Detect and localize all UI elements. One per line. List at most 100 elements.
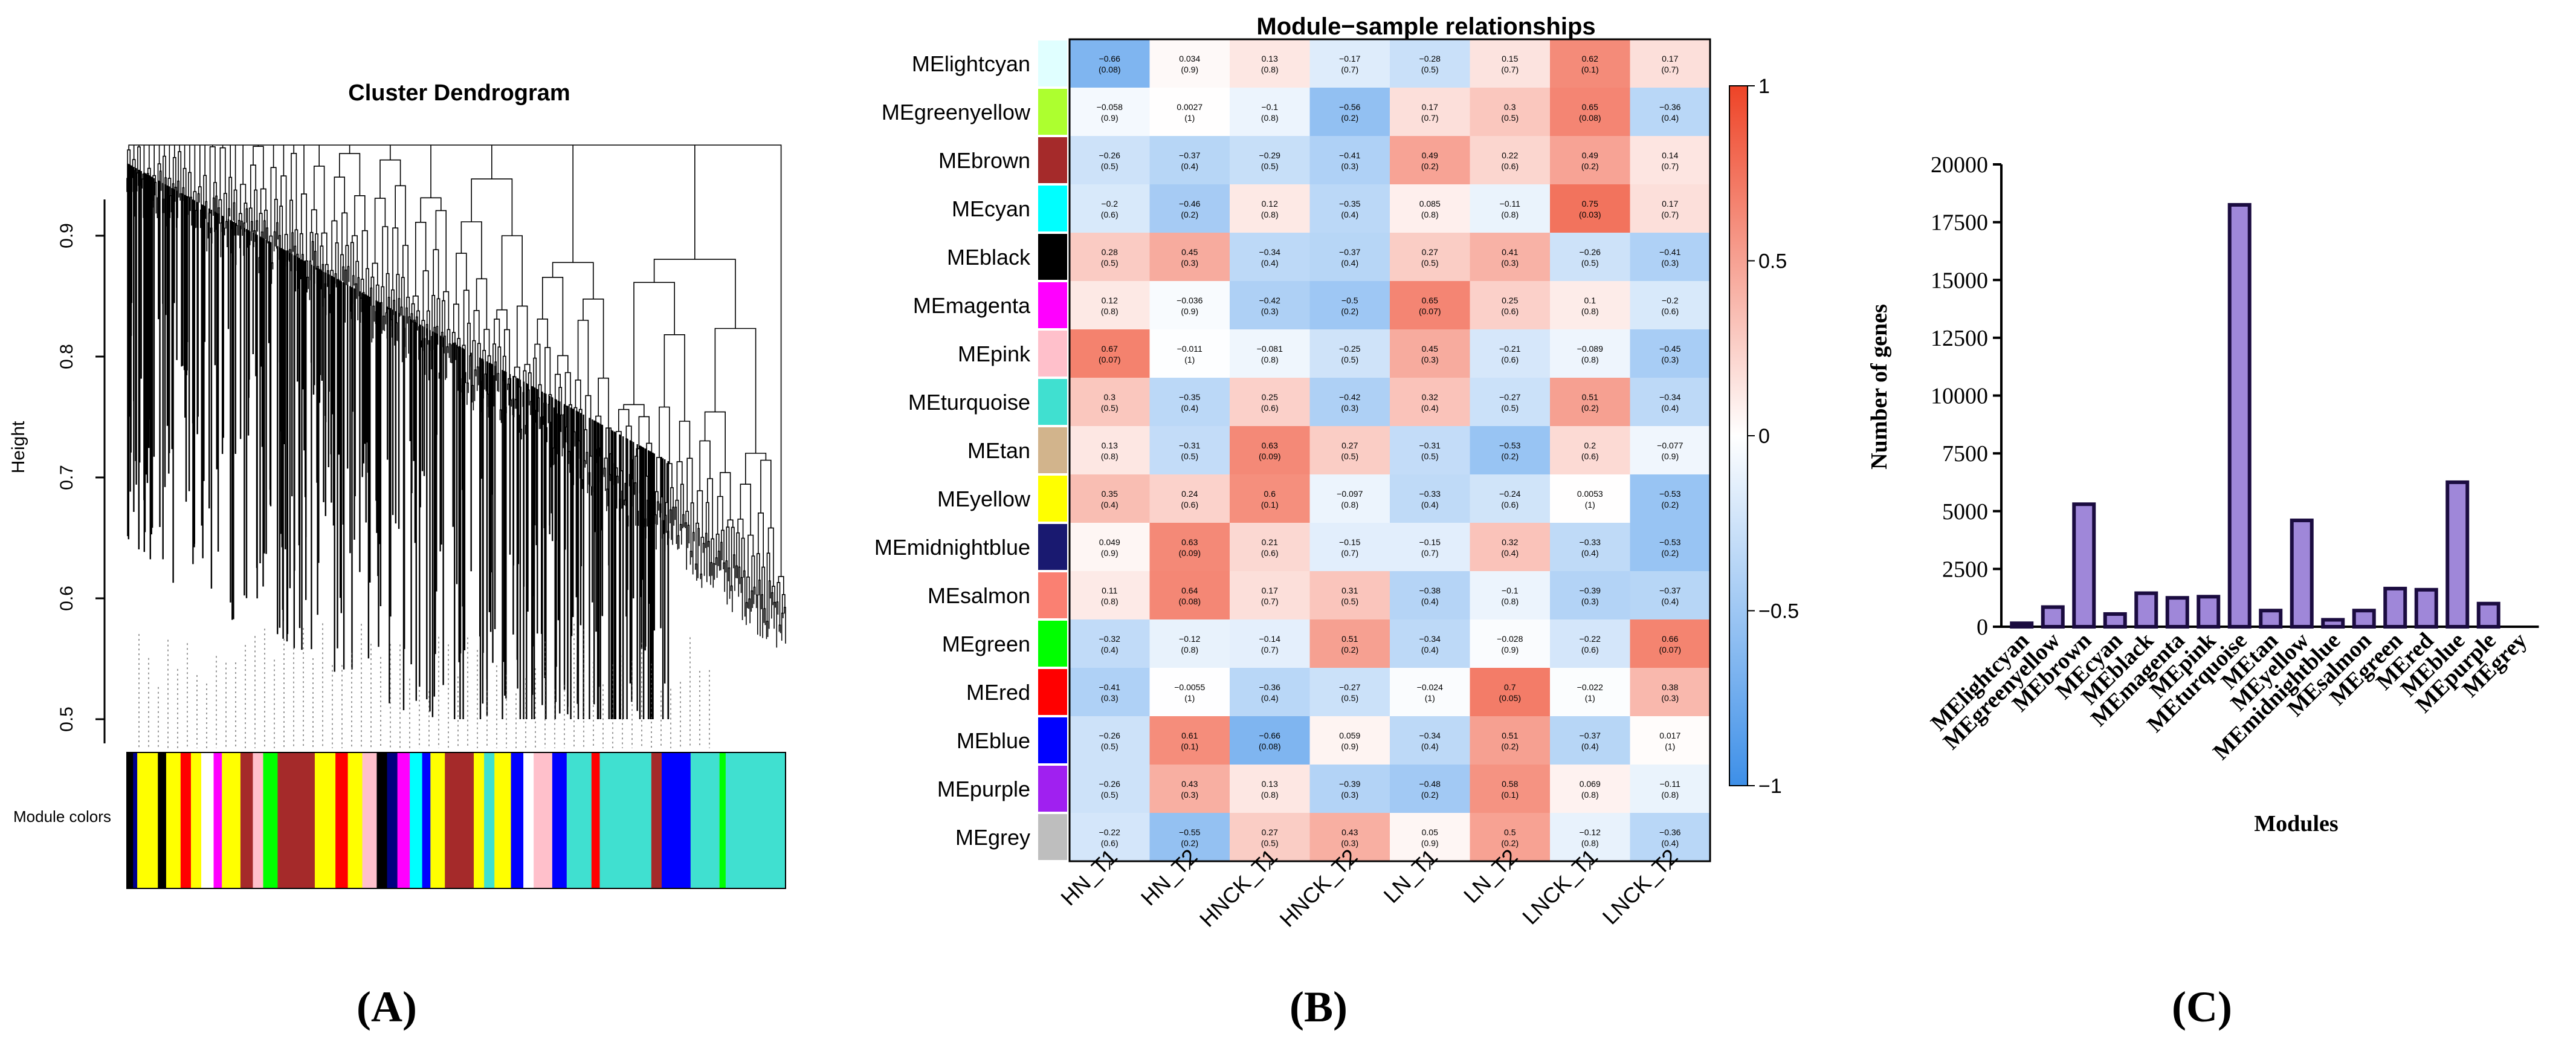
module-color-segment (180, 752, 192, 888)
heatmap-cell (1470, 88, 1551, 137)
heatmap-cell (1470, 523, 1551, 572)
module-color-segment (213, 752, 222, 888)
panel-letter-b: (B) (1290, 983, 1348, 1031)
heatmap-cell-value: 0.5 (1504, 827, 1516, 837)
bar (2197, 595, 2221, 629)
dendrogram-y-tick-label: 0.8 (57, 344, 77, 369)
heatmap-cell (1230, 426, 1310, 475)
heatmap-cell-value: 0.13 (1262, 54, 1278, 63)
heatmap-cell-pvalue: (0.5) (1341, 693, 1358, 703)
heatmap-cell (1070, 474, 1150, 523)
heatmap-cell-pvalue: (0.4) (1421, 597, 1439, 606)
heatmap-cell (1390, 233, 1470, 282)
heatmap-cell-pvalue: (0.2) (1421, 161, 1439, 171)
heatmap-cell-pvalue: (0.4) (1421, 645, 1439, 655)
heatmap-cell-pvalue: (0.6) (1181, 500, 1198, 509)
heatmap-cell (1149, 426, 1230, 475)
heatmap-cell-pvalue: (0.2) (1501, 838, 1519, 848)
heatmap-cell (1309, 571, 1390, 620)
module-color-segment (376, 752, 388, 888)
heatmap-cell-pvalue: (0.7) (1661, 161, 1679, 171)
heatmap-cell (1309, 39, 1390, 88)
heatmap-cell-value: 0.15 (1502, 54, 1518, 63)
heatmap-cell-value: −0.41 (1339, 150, 1361, 160)
heatmap-cell (1309, 716, 1390, 765)
heatmap-cell-value: −0.27 (1339, 682, 1361, 692)
heatmap-cell-pvalue: (0.3) (1341, 790, 1358, 800)
dendrogram-y-tick-label: 0.6 (57, 586, 77, 611)
heatmap-cell-pvalue: (0.9) (1181, 306, 1198, 316)
heatmap-cell (1070, 571, 1150, 620)
heatmap-cell-value: 0.63 (1262, 441, 1278, 450)
heatmap-cell (1070, 136, 1150, 185)
heatmap-cell (1630, 329, 1711, 378)
heatmap-cell (1070, 619, 1150, 668)
heatmap-cell-pvalue: (0.3) (1341, 403, 1358, 413)
panel-b-heatmap: Module−sample relationships MElightcyan M… (846, 0, 1799, 1051)
heatmap-row-color-swatch (1038, 89, 1067, 135)
heatmap-cell-pvalue: (0.8) (1101, 451, 1119, 461)
heatmap-cell (1230, 765, 1310, 813)
heatmap-row-label: MEtan (967, 438, 1030, 463)
heatmap-cell-value: 0.05 (1422, 827, 1438, 837)
heatmap-cell-pvalue: (0.4) (1501, 548, 1519, 558)
heatmap-cell-value: 0.51 (1502, 731, 1518, 740)
heatmap-row-color-swatch (1038, 186, 1067, 231)
heatmap-cell-pvalue: (0.2) (1501, 742, 1519, 751)
heatmap-cell (1630, 571, 1711, 620)
heatmap-cell-value: −0.31 (1179, 441, 1201, 450)
heatmap-cell-value: 0.63 (1181, 537, 1198, 547)
heatmap-cell (1149, 813, 1230, 862)
heatmap-cell-pvalue: (0.03) (1579, 210, 1601, 219)
heatmap-cell-value: 0.2 (1584, 441, 1596, 450)
heatmap-row-label: MEbrown (938, 148, 1030, 173)
heatmap-cell (1070, 39, 1150, 88)
heatmap-cell-value: −0.15 (1339, 537, 1361, 547)
heatmap-cell-pvalue: (0.4) (1661, 597, 1679, 606)
module-color-segment (494, 752, 512, 888)
heatmap-cell (1630, 765, 1711, 813)
heatmap-cell-value: 0.12 (1102, 296, 1118, 305)
heatmap-cell-value: −0.34 (1419, 634, 1441, 644)
dendrogram-y-tick-label: 0.9 (57, 223, 77, 248)
heatmap-cell-value: 0.069 (1580, 779, 1601, 789)
heatmap-cell-value: 0.51 (1582, 392, 1598, 402)
bar (2476, 601, 2500, 629)
heatmap-row-label: MEpurple (937, 777, 1030, 801)
dendrogram-leaf-dotted-lines (138, 623, 710, 748)
heatmap-cell (1470, 233, 1551, 282)
bar-chart-y-tick-label: 17500 (1931, 210, 1988, 236)
heatmap-cells: −0.66(0.08)0.034(0.9)0.13(0.8)−0.17(0.7)… (1068, 38, 1711, 862)
heatmap-colorbar: 1 0.5 0 −0.5 −1 (1729, 75, 1799, 798)
module-color-segment (534, 752, 553, 888)
heatmap-cell-value: −0.35 (1339, 199, 1361, 209)
heatmap-cell-value: −0.25 (1339, 344, 1361, 354)
bar (2072, 502, 2096, 629)
heatmap-cell-pvalue: (0.6) (1101, 838, 1119, 848)
heatmap-row-color-swatch (1038, 234, 1067, 280)
heatmap-cell-value: 0.13 (1262, 779, 1278, 789)
heatmap-cell (1309, 813, 1390, 862)
heatmap-cell (1230, 378, 1310, 427)
heatmap-cell-pvalue: (0.9) (1101, 548, 1119, 558)
heatmap-row-label: MEyellow (937, 487, 1031, 511)
heatmap-cell (1390, 765, 1470, 813)
heatmap-cell (1070, 378, 1150, 427)
module-color-segment (410, 752, 423, 888)
bar (2414, 587, 2438, 629)
heatmap-cell-value: 0.6 (1264, 489, 1276, 499)
heatmap-cell-value: 0.65 (1582, 102, 1598, 112)
heatmap-row-label: MEsalmon (928, 583, 1030, 608)
heatmap-cell (1309, 233, 1390, 282)
heatmap-cell-pvalue: (0.3) (1341, 161, 1358, 171)
dendrogram-svg: Cluster Dendrogram Height 0.50.60.70.80.… (8, 80, 786, 889)
heatmap-row-color-swatch (1038, 669, 1067, 715)
heatmap-row-label: MEred (966, 680, 1030, 705)
heatmap-cell (1390, 88, 1470, 137)
heatmap-cell-pvalue: (0.4) (1661, 838, 1679, 848)
heatmap-cell-pvalue: (0.8) (1261, 210, 1279, 219)
heatmap-cell-pvalue: (0.07) (1099, 355, 1121, 364)
heatmap-cell-pvalue: (0.4) (1341, 258, 1358, 268)
heatmap-cell-pvalue: (0.4) (1261, 258, 1279, 268)
dendrogram-leaf-lines (138, 623, 710, 748)
